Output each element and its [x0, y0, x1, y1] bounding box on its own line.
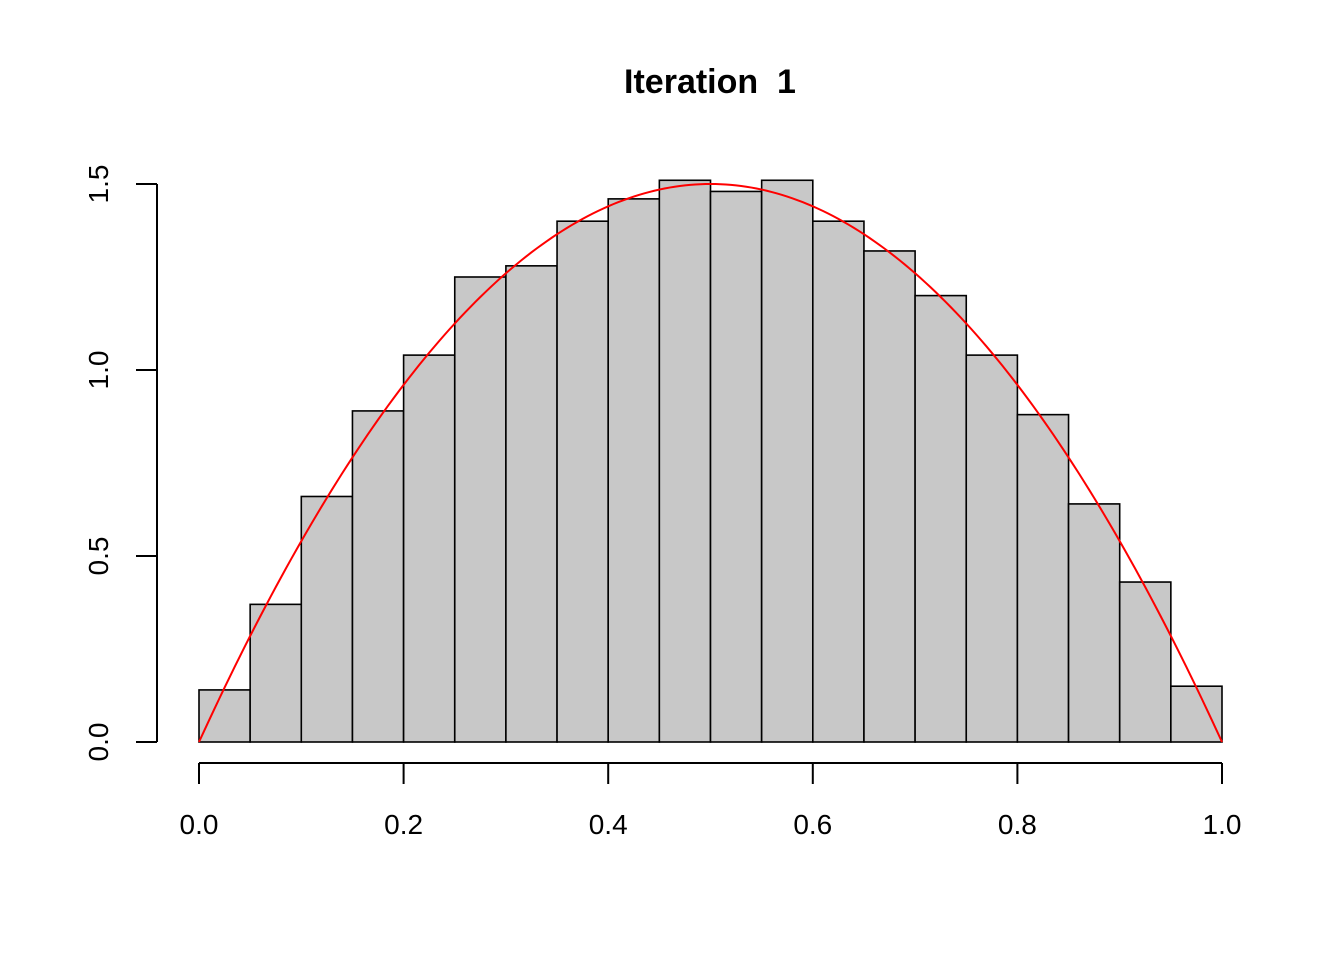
histogram-bar: [505, 265, 558, 743]
histogram-bar: [198, 689, 251, 743]
density-curve: [198, 182, 1223, 743]
histogram-bar: [863, 250, 916, 743]
x-tick-label: 0.8: [998, 809, 1037, 840]
histogram-bar: [1016, 413, 1070, 743]
x-tick-label: 1.0: [1203, 809, 1242, 840]
y-axis: 0.0 0.5 1.0 1.5: [83, 165, 158, 762]
x-axis: 0.0 0.2 0.4 0.6 0.8 1.0: [180, 762, 1242, 840]
y-tick-label: 1.5: [83, 165, 114, 204]
chart-title: Iteration 1: [624, 63, 796, 101]
histogram-bar: [965, 354, 1019, 743]
histogram-bar: [658, 179, 712, 743]
histogram-bar: [1170, 685, 1223, 743]
histogram-bar: [760, 179, 814, 743]
y-tick-label: 0.5: [83, 537, 114, 576]
x-tick-label: 0.6: [793, 809, 832, 840]
histogram-bar: [607, 198, 661, 743]
x-tick-label: 0.0: [180, 809, 219, 840]
bars-group: [198, 179, 1223, 743]
x-tick-label: 0.2: [384, 809, 423, 840]
histogram-bar: [811, 220, 865, 743]
histogram-bar: [351, 410, 405, 743]
histogram-bar: [556, 220, 609, 743]
histogram-bar: [249, 603, 303, 743]
histogram-bar: [1118, 581, 1172, 743]
histogram-bar: [914, 294, 968, 743]
y-tick-label: 1.0: [83, 351, 114, 390]
x-tick-label: 0.4: [589, 809, 628, 840]
histogram-bar: [300, 495, 354, 743]
y-tick-label: 0.0: [83, 723, 114, 762]
histogram-bar: [1067, 503, 1121, 743]
histogram-bar: [402, 354, 456, 743]
histogram-bar: [453, 276, 507, 743]
histogram-bar: [709, 190, 763, 743]
